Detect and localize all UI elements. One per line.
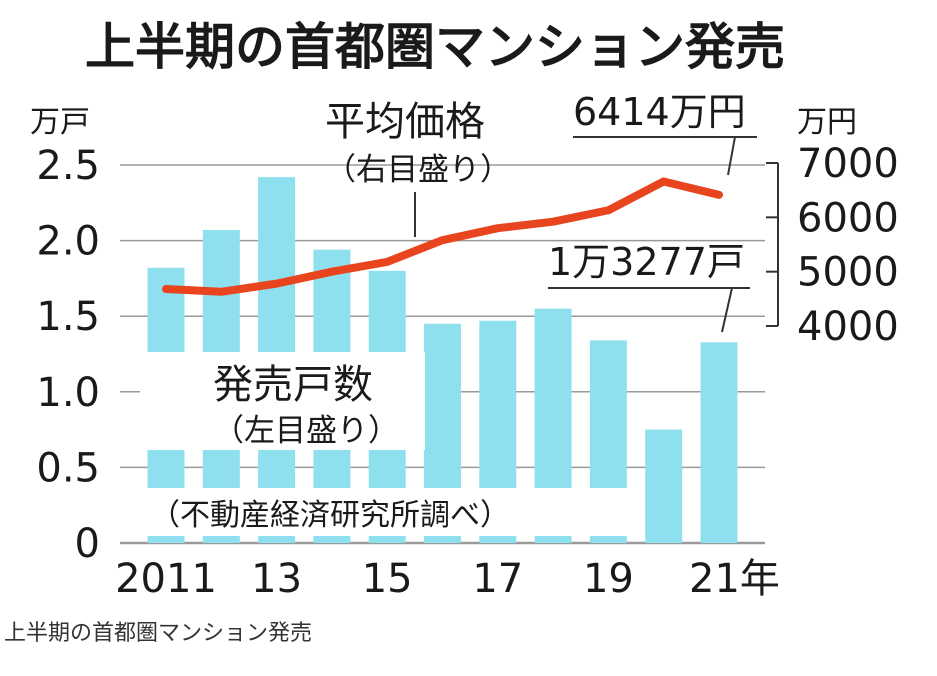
caption: 上半期の首都圏マンション発売 [4, 621, 312, 646]
x-tick-label: 2011 [115, 556, 217, 602]
right-tick-label: 4000 [797, 304, 899, 350]
bar-series-sublabel: （左目盛り） [213, 413, 399, 449]
x-tick-label: 13 [251, 556, 302, 602]
x-tick-label: 21年 [689, 556, 780, 602]
left-tick-label: 1.5 [36, 294, 100, 340]
source-note: （不動産経済研究所調べ） [150, 498, 510, 533]
left-axis-unit: 万戸 [30, 105, 90, 140]
line-end-value: 6414万円 [573, 90, 746, 134]
right-axis-unit: 万円 [797, 105, 857, 140]
x-tick-label: 15 [362, 556, 413, 602]
line-series-label: 平均価格 [325, 99, 485, 145]
left-tick-label: 1.0 [36, 370, 100, 416]
bar-end-value: 1万3277戸 [548, 240, 745, 284]
bar-end-leader [548, 288, 750, 332]
bar [701, 342, 738, 543]
right-tick-label: 5000 [797, 250, 899, 296]
left-axis-ticks: 0 0.5 1.0 1.5 2.0 2.5 [36, 143, 100, 567]
bar-series-label: 発売戸数 [213, 362, 373, 408]
line-end-leader [573, 137, 757, 175]
bar [645, 430, 682, 543]
x-axis-ticks: 2011 13 15 17 19 21年 [115, 556, 780, 602]
left-tick-label: 2.0 [36, 219, 100, 265]
left-tick-label: 0 [75, 521, 100, 567]
x-tick-label: 17 [472, 556, 523, 602]
right-tick-label: 6000 [797, 195, 899, 241]
x-tick-label: 19 [583, 556, 634, 602]
right-axis-ticks: 4000 5000 6000 7000 [766, 141, 899, 350]
left-tick-label: 2.5 [36, 143, 100, 189]
left-tick-label: 0.5 [36, 445, 100, 491]
chart-title: 上半期の首都圏マンション発売 [85, 18, 785, 76]
line-series-sublabel: （右目盛り） [325, 152, 511, 188]
right-tick-label: 7000 [797, 141, 899, 187]
